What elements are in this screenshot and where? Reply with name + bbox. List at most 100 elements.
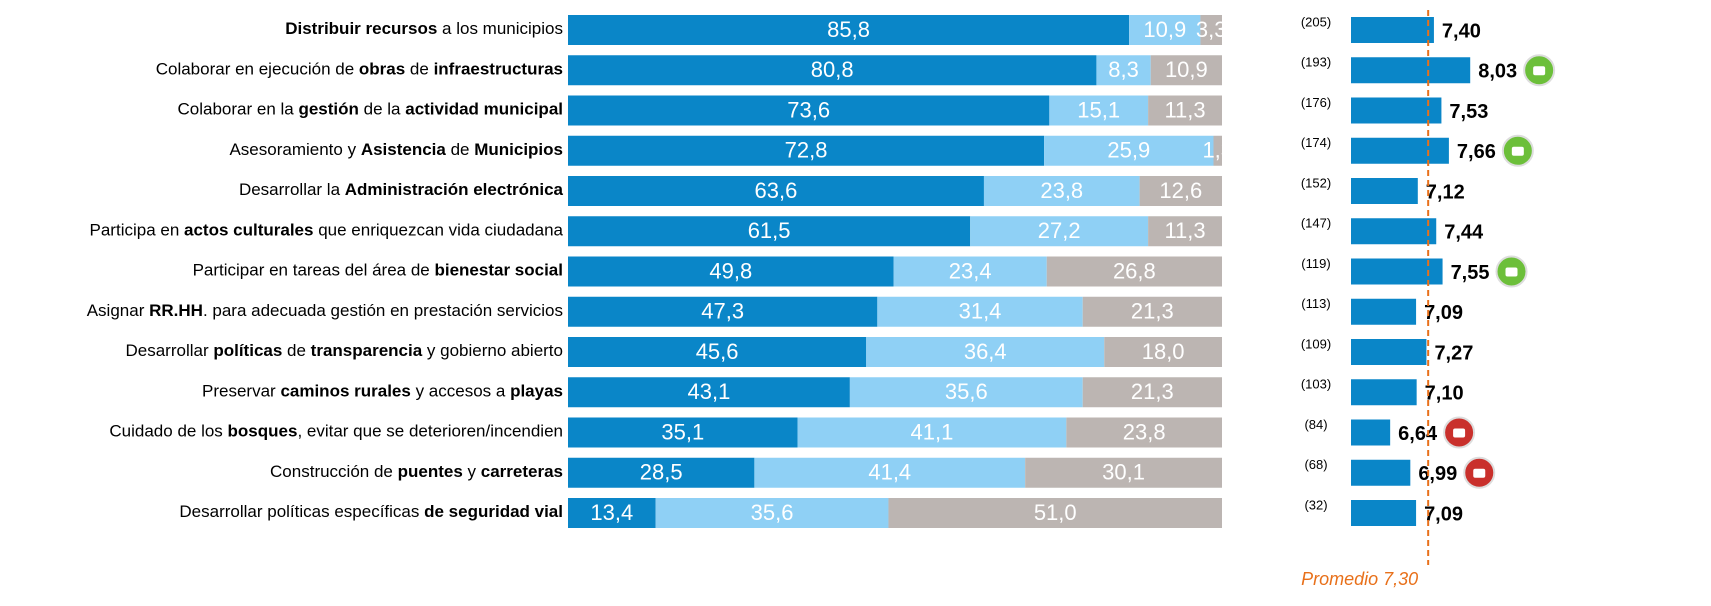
value-label: 72,8 <box>785 138 828 163</box>
bar-segment <box>970 216 1149 247</box>
count-label: (103) <box>1301 377 1331 392</box>
value-label: 35,6 <box>751 500 794 525</box>
label-part: playas <box>510 382 563 401</box>
label-part: de la <box>359 100 405 119</box>
bar-segment <box>568 176 984 206</box>
count-label: (68) <box>1304 457 1327 472</box>
score-label: 7,53 <box>1449 101 1488 123</box>
label-part: de seguridad vial <box>424 502 563 521</box>
value-label: 18,0 <box>1142 339 1185 364</box>
value-label: 63,6 <box>755 178 798 203</box>
label-part: Construcción de <box>270 462 398 481</box>
value-label: 25,9 <box>1107 138 1150 163</box>
bar-segment <box>568 337 867 367</box>
bar-segment <box>877 296 1083 327</box>
bar-segment <box>1148 216 1222 247</box>
value-label: 1,3 <box>1202 138 1233 163</box>
bar-segment <box>568 457 755 488</box>
category-label: Desarrollar políticas específicas de seg… <box>179 502 563 521</box>
label-part: infraestructuras <box>434 60 563 79</box>
score-label: 7,66 <box>1457 141 1496 163</box>
count-label: (109) <box>1301 336 1331 351</box>
score-bar <box>1351 137 1449 164</box>
category-label: Distribuir recursos a los municipios <box>285 19 563 38</box>
bar-segment <box>1129 15 1201 45</box>
category-label: Cuidado de los bosques, evitar que se de… <box>109 422 563 441</box>
label-part: Participar en tareas del área de <box>193 261 435 280</box>
score-label: 7,27 <box>1434 342 1473 364</box>
bar-segment <box>568 296 878 327</box>
bar-segment <box>893 256 1047 287</box>
category-label: Desarrollar la Administración electrónic… <box>239 180 564 199</box>
label-part: actividad municipal <box>405 100 563 119</box>
label-part: RR.HH <box>149 301 203 320</box>
label-part: . para adecuada gestión en prestación se… <box>203 301 563 320</box>
label-part: y gobierno abierto <box>422 341 563 360</box>
label-part: Participa en <box>90 221 185 240</box>
bar-segment <box>568 417 798 448</box>
label-part: Asistencia <box>361 140 447 159</box>
score-label: 7,44 <box>1444 222 1484 244</box>
label-part: Preservar <box>202 382 280 401</box>
category-label: Desarrollar políticas de transparencia y… <box>125 341 563 360</box>
value-label: 41,4 <box>868 460 911 485</box>
score-label: 7,09 <box>1424 503 1463 525</box>
bar-segment <box>568 498 656 528</box>
value-label: 31,4 <box>959 299 1002 324</box>
count-label: (84) <box>1304 417 1327 432</box>
value-label: 10,9 <box>1165 57 1208 82</box>
bar-segment <box>1148 95 1222 126</box>
label-part: Administración electrónica <box>345 180 564 199</box>
score-bar <box>1351 379 1417 406</box>
bar-segment <box>1046 256 1222 287</box>
score-label: 7,10 <box>1425 383 1464 405</box>
score-bar <box>1351 459 1411 486</box>
count-label: (147) <box>1301 216 1331 231</box>
score-label: 6,99 <box>1418 463 1457 485</box>
category-label: Asesoramiento y Asistencia de Municipios <box>229 140 563 159</box>
average-label: Promedio 7,30 <box>1301 569 1418 589</box>
bar-segment <box>1139 176 1222 206</box>
bar-segment <box>1066 417 1222 448</box>
label-part: y accesos a <box>411 382 510 401</box>
score-label: 7,55 <box>1451 262 1490 284</box>
bar-segment <box>866 337 1105 367</box>
bar-segment <box>568 135 1045 166</box>
bar-segment <box>797 417 1067 448</box>
value-label: 26,8 <box>1113 258 1156 283</box>
bar-segment <box>1200 15 1222 45</box>
count-label: (193) <box>1301 55 1331 70</box>
label-part: transparencia <box>311 341 423 360</box>
count-label: (152) <box>1301 175 1331 190</box>
score-bar <box>1351 298 1417 325</box>
label-part: bienestar social <box>434 261 563 280</box>
score-bar <box>1351 419 1391 446</box>
label-part: bosques <box>228 422 298 441</box>
label-part: Distribuir recursos <box>285 19 437 38</box>
thumb-up-glyph <box>1505 267 1518 277</box>
score-label: 7,09 <box>1424 302 1463 324</box>
bar-segment <box>1082 377 1222 408</box>
value-label: 11,3 <box>1164 218 1205 243</box>
score-bar <box>1351 97 1442 124</box>
category-label: Construcción de puentes y carreteras <box>270 462 563 481</box>
count-label: (174) <box>1301 135 1331 150</box>
score-label: 7,40 <box>1442 20 1481 42</box>
value-label: 51,0 <box>1034 500 1077 525</box>
label-part: Cuidado de los <box>109 422 227 441</box>
label-part: Asesoramiento y <box>229 140 360 159</box>
label-part: puentes <box>398 462 463 481</box>
value-label: 21,3 <box>1131 379 1174 404</box>
score-bar <box>1351 500 1417 526</box>
bar-segment <box>754 457 1026 488</box>
score-bar <box>1351 57 1471 84</box>
label-part: caminos rurales <box>280 382 410 401</box>
bar-segment <box>568 15 1130 45</box>
category-label: Participa en actos culturales que enriqu… <box>90 221 564 240</box>
label-part: Desarrollar la <box>239 180 345 199</box>
value-label: 23,4 <box>949 258 992 283</box>
value-label: 30,1 <box>1102 460 1145 485</box>
category-label: Colaborar en la gestión de la actividad … <box>178 100 564 119</box>
value-label: 10,9 <box>1143 17 1186 42</box>
